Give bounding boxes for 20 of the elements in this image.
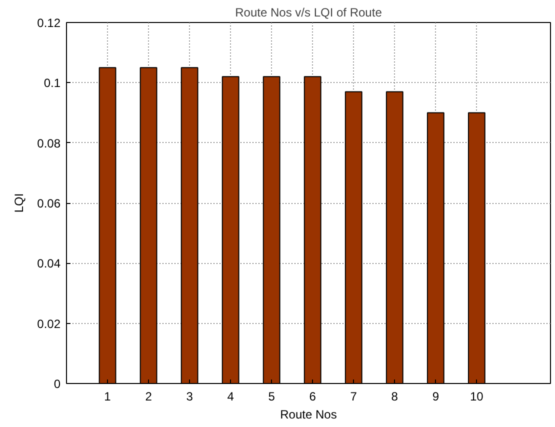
x-tick-label: 8 [391,390,398,404]
x-tick-label: 4 [227,390,234,404]
x-tick-label: 9 [432,390,440,404]
x-tick-label: 7 [350,390,358,404]
y-tick-label: 0 [54,377,61,391]
chart-title: Route Nos v/s LQI of Route [235,6,382,20]
y-tick-label: 0.12 [37,16,61,30]
x-tick-label: 5 [268,390,276,404]
x-tick-label: 1 [104,390,112,404]
y-tick-label: 0.02 [37,316,61,331]
x-tick-label: 3 [186,390,194,404]
y-axis-title: LQI [12,193,26,213]
x-tick-label: 10 [470,390,484,404]
y-tick-label: 0.1 [44,76,61,90]
y-tick-label: 0.08 [37,136,61,150]
y-tick-label: 0.06 [37,196,61,210]
x-tick-label: 2 [145,390,152,404]
y-tick-label: 0.04 [37,256,61,271]
x-tick-label: 6 [309,390,316,404]
x-axis-title: Route Nos [280,408,337,422]
